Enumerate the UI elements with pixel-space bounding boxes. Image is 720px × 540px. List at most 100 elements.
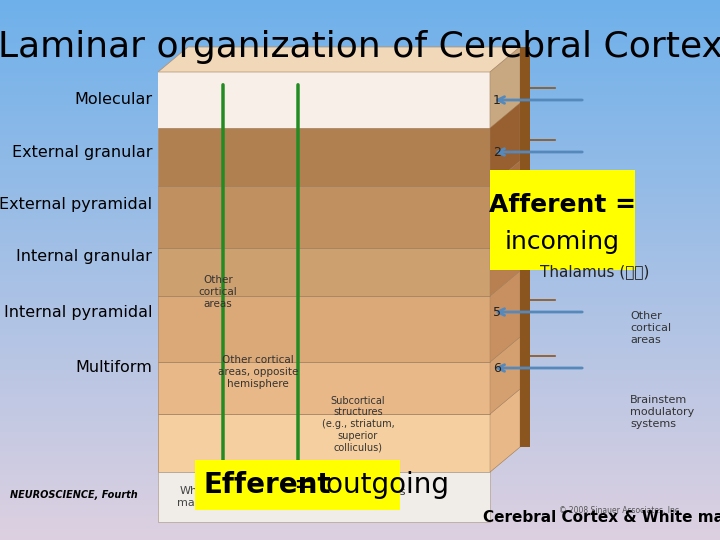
Bar — [0, 267, 720, 270]
Bar — [0, 132, 720, 135]
Bar — [0, 27, 720, 30]
Text: Brainstem
modulatory
systems: Brainstem modulatory systems — [630, 395, 694, 429]
Polygon shape — [490, 271, 520, 362]
Text: Subcortical
structures
(e.g., striatum,
superior
colliculus): Subcortical structures (e.g., striatum, … — [322, 396, 395, 452]
Bar — [0, 140, 720, 143]
Bar — [0, 302, 720, 305]
Text: External pyramidal: External pyramidal — [0, 197, 152, 212]
Bar — [0, 92, 720, 94]
Bar — [0, 86, 720, 89]
Bar — [0, 448, 720, 451]
Bar — [0, 240, 720, 243]
Bar — [0, 478, 720, 481]
Bar — [0, 54, 720, 57]
Polygon shape — [490, 161, 520, 248]
Bar — [0, 516, 720, 518]
Bar — [0, 467, 720, 470]
Bar — [0, 405, 720, 408]
Bar — [0, 532, 720, 535]
Bar — [0, 510, 720, 513]
Bar — [0, 427, 720, 429]
Bar — [0, 221, 720, 224]
Bar — [0, 70, 720, 73]
Text: 3: 3 — [493, 198, 501, 211]
Bar — [0, 165, 720, 167]
Bar — [0, 319, 720, 321]
Polygon shape — [490, 223, 520, 296]
Bar — [0, 43, 720, 46]
Bar — [0, 256, 720, 259]
Bar — [0, 437, 720, 440]
Text: NEUROSCIENCE, Fourth: NEUROSCIENCE, Fourth — [10, 490, 138, 500]
Bar — [0, 127, 720, 130]
Bar — [0, 65, 720, 68]
Text: Afferent =: Afferent = — [489, 193, 636, 217]
Bar — [0, 208, 720, 211]
Bar — [0, 154, 720, 157]
Bar — [0, 316, 720, 319]
Bar — [0, 321, 720, 324]
Bar — [0, 89, 720, 92]
Bar — [0, 59, 720, 62]
Bar — [0, 294, 720, 297]
Bar — [0, 84, 720, 86]
Bar — [0, 451, 720, 454]
Bar — [0, 408, 720, 410]
Bar — [0, 491, 720, 494]
Bar — [0, 332, 720, 335]
Bar — [0, 235, 720, 238]
Bar — [0, 105, 720, 108]
Bar — [0, 11, 720, 14]
Text: Molecular: Molecular — [74, 92, 152, 107]
Bar — [0, 3, 720, 5]
Text: Cerebral Cortex & White matter: Cerebral Cortex & White matter — [483, 510, 720, 525]
Bar — [0, 459, 720, 462]
Polygon shape — [490, 337, 520, 414]
Bar — [0, 364, 720, 367]
Bar — [0, 246, 720, 248]
Bar — [0, 119, 720, 122]
Bar — [0, 273, 720, 275]
Bar — [0, 219, 720, 221]
Bar — [0, 227, 720, 229]
Bar — [0, 176, 720, 178]
Bar — [0, 524, 720, 526]
Bar — [0, 22, 720, 24]
Bar — [0, 51, 720, 54]
Polygon shape — [490, 47, 520, 472]
Bar — [158, 186, 490, 248]
Bar — [0, 157, 720, 159]
Bar — [0, 138, 720, 140]
Bar — [0, 421, 720, 424]
Text: Thalamus: Thalamus — [351, 487, 405, 497]
Bar — [0, 529, 720, 532]
Bar — [0, 375, 720, 378]
Text: 6: 6 — [493, 361, 501, 375]
Bar — [0, 262, 720, 265]
Text: 2: 2 — [493, 145, 501, 159]
Bar — [0, 24, 720, 27]
Bar — [0, 97, 720, 100]
Bar — [0, 327, 720, 329]
Bar — [0, 275, 720, 278]
Bar — [0, 186, 720, 189]
Polygon shape — [158, 47, 520, 72]
Bar — [0, 243, 720, 246]
Text: White
matter: White matter — [177, 486, 215, 508]
Bar — [0, 116, 720, 119]
Bar — [0, 103, 720, 105]
Bar — [158, 472, 490, 522]
Bar — [0, 392, 720, 394]
Bar — [0, 213, 720, 216]
Bar — [0, 130, 720, 132]
Bar — [490, 170, 635, 270]
Bar — [0, 278, 720, 281]
Text: © 2008 Sinauer Associates, Inc.: © 2008 Sinauer Associates, Inc. — [559, 505, 681, 515]
Bar — [0, 162, 720, 165]
Bar — [0, 68, 720, 70]
Text: 5: 5 — [493, 306, 501, 319]
Bar — [0, 38, 720, 40]
Bar — [0, 40, 720, 43]
Bar — [195, 460, 400, 510]
Text: External granular: External granular — [12, 145, 152, 159]
